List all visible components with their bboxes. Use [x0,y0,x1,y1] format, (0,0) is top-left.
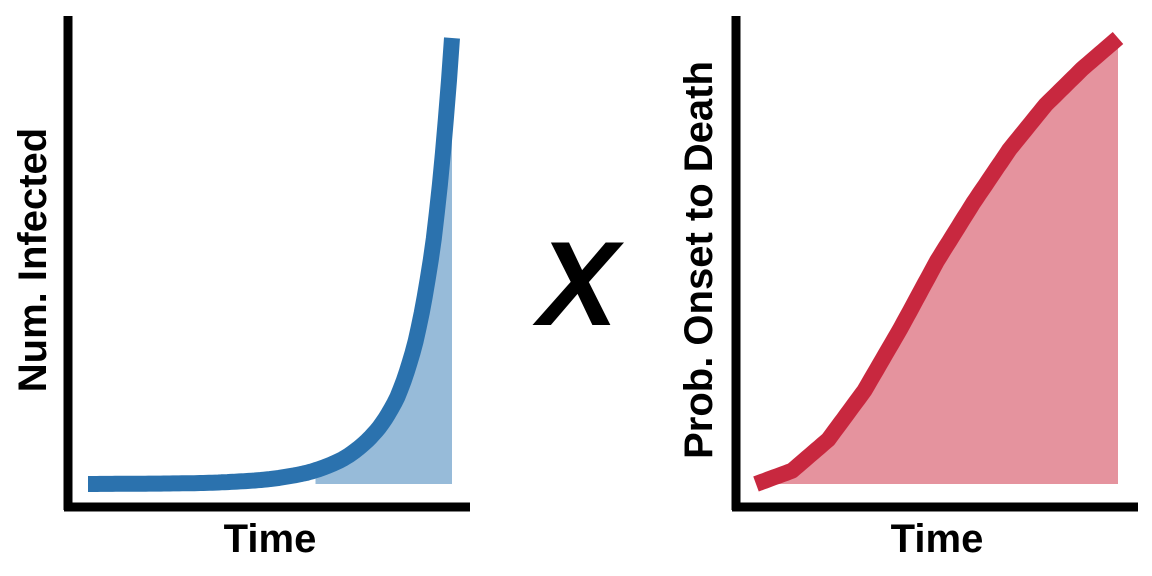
right-series-line [751,31,1124,492]
right-chart: Time Prob. Onset to Death [677,16,1138,561]
left-series-line [83,37,460,492]
multiply-operator: X [532,217,625,351]
left-x-axis-title: Time [224,517,317,561]
right-x-axis-title: Time [891,517,984,561]
left-chart: Time Num. Infected [11,16,470,561]
left-y-axis-title: Num. Infected [11,128,55,392]
right-y-axis-title: Prob. Onset to Death [677,61,721,459]
left-area-fill [315,38,452,484]
